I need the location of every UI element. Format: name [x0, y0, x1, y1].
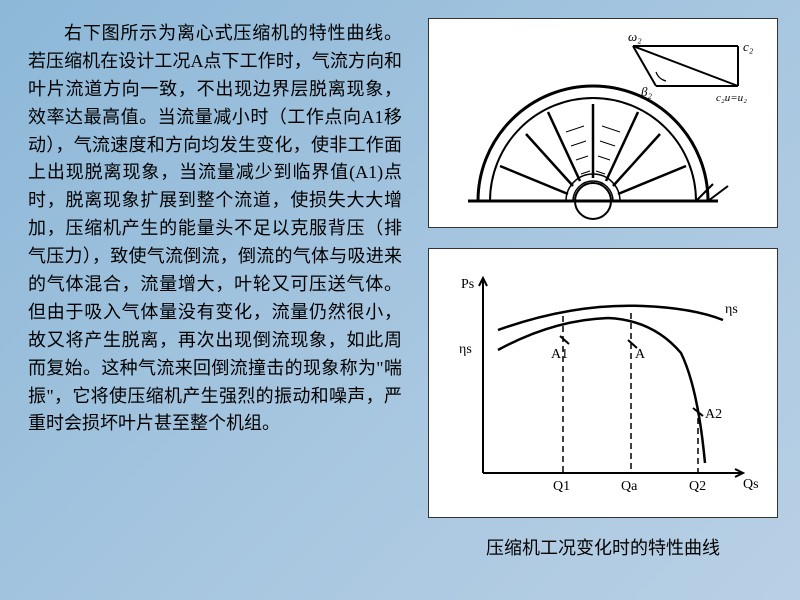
figure-caption: 压缩机工况变化时的特性曲线 [428, 528, 778, 560]
x-axis-label: Qs [743, 477, 759, 492]
eta-left: ηs [459, 342, 472, 357]
chart-svg: Ps Qs ηs ηs A1 A A2 Q1 Qa Q2 [443, 258, 763, 508]
eta-right: ηs [725, 302, 738, 317]
label-c2: c₂ [743, 39, 754, 54]
impeller-svg: ω₂ β₂ c₂ c₂u=u₂ [438, 26, 768, 221]
label-omega: ω₂ [628, 29, 642, 44]
pt-a2: A2 [705, 407, 722, 422]
body-paragraph: 右下图所示为离心式压缩机的特性曲线。若压缩机在设计工况A点下工作时，气流方向和叶… [28, 20, 402, 438]
label-beta: β₂ [640, 84, 652, 99]
label-c2u: c₂u=u₂ [716, 92, 747, 104]
figure-column: ω₂ β₂ c₂ c₂u=u₂ [420, 0, 800, 600]
impeller-diagram: ω₂ β₂ c₂ c₂u=u₂ [428, 18, 778, 228]
text-column: 右下图所示为离心式压缩机的特性曲线。若压缩机在设计工况A点下工作时，气流方向和叶… [0, 0, 420, 600]
y-axis-label: Ps [461, 277, 474, 292]
pt-a: A [635, 347, 646, 362]
xt-q1: Q1 [553, 479, 570, 494]
xt-q2: Q2 [689, 479, 706, 494]
xt-qa: Qa [621, 479, 638, 494]
characteristic-chart: Ps Qs ηs ηs A1 A A2 Q1 Qa Q2 [428, 248, 778, 518]
pt-a1: A1 [551, 347, 568, 362]
